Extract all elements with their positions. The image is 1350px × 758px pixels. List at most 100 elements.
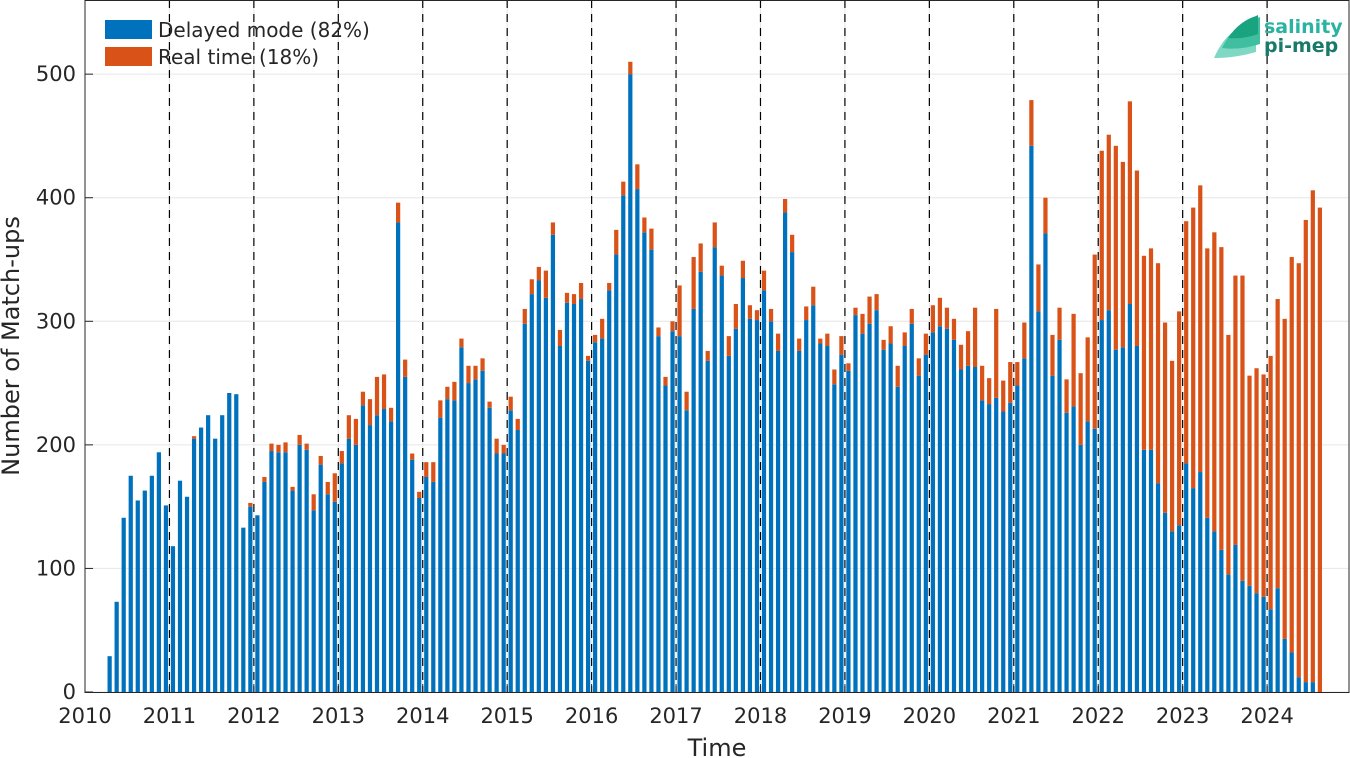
- bar-delayed-mode: [867, 323, 872, 692]
- bar-delayed-mode: [1282, 638, 1287, 692]
- bar-delayed-mode: [431, 481, 436, 692]
- bar-real-time: [452, 381, 457, 401]
- x-tick-label: 2011: [143, 704, 196, 728]
- bar-delayed-mode: [874, 310, 879, 692]
- bar-delayed-mode: [761, 290, 767, 692]
- bar-real-time: [1113, 145, 1118, 350]
- bar-delayed-mode: [719, 275, 724, 692]
- bar-real-time: [761, 270, 767, 291]
- bar-real-time: [980, 365, 985, 401]
- bar-real-time: [1169, 360, 1175, 532]
- bar-delayed-mode: [255, 515, 260, 692]
- bar-delayed-mode: [712, 247, 717, 692]
- bar-delayed-mode: [304, 449, 309, 692]
- bar-delayed-mode: [1141, 449, 1147, 692]
- bar-delayed-mode: [811, 305, 816, 692]
- bar-real-time: [832, 369, 837, 385]
- bar-real-time: [790, 234, 795, 253]
- bar-real-time: [578, 282, 584, 300]
- bar-delayed-mode: [515, 430, 520, 692]
- bar-real-time: [276, 444, 281, 453]
- bar-delayed-mode: [332, 501, 337, 692]
- bar-delayed-mode: [1219, 549, 1224, 692]
- bar-delayed-mode: [1233, 544, 1238, 692]
- x-tick-label: 2015: [480, 704, 533, 728]
- bar-real-time: [396, 202, 401, 223]
- bar-real-time: [1043, 197, 1048, 234]
- bar-delayed-mode: [663, 385, 668, 692]
- bar-delayed-mode: [248, 506, 253, 692]
- bar-real-time: [1120, 161, 1125, 348]
- x-tick-label: 2012: [227, 704, 280, 728]
- bar-real-time: [1219, 247, 1224, 550]
- year-separators: [168, 0, 1268, 692]
- bar-real-time: [987, 378, 992, 405]
- bar-real-time: [994, 308, 999, 398]
- bar-real-time: [614, 229, 619, 255]
- bar-delayed-mode: [508, 410, 513, 692]
- legend-label-delayed: Delayed mode (82%): [158, 18, 370, 42]
- bar-delayed-mode: [783, 212, 788, 693]
- bar-delayed-mode: [410, 459, 415, 692]
- bar-real-time: [804, 306, 809, 321]
- bar-delayed-mode: [656, 336, 661, 692]
- bar-real-time: [262, 476, 267, 482]
- bar-delayed-mode: [860, 333, 865, 692]
- bar-delayed-mode: [1071, 406, 1076, 692]
- bar-real-time: [445, 386, 450, 400]
- bar-delayed-mode: [191, 438, 197, 692]
- logo-line-1: salinity: [1264, 16, 1343, 38]
- bar-real-time: [1127, 101, 1133, 304]
- bar-real-time: [311, 494, 316, 511]
- bar-delayed-mode: [747, 318, 753, 692]
- bar-delayed-mode: [1184, 463, 1189, 692]
- bar-real-time: [318, 455, 323, 465]
- bar-delayed-mode: [1275, 588, 1280, 692]
- bar-real-time: [874, 294, 879, 311]
- bar-delayed-mode: [797, 350, 802, 692]
- bar-real-time: [424, 462, 429, 477]
- bar-delayed-mode: [740, 278, 746, 692]
- bar-delayed-mode: [1085, 421, 1090, 692]
- x-tick-label: 2020: [903, 704, 956, 728]
- bar-real-time: [642, 217, 647, 233]
- bar-delayed-mode: [459, 347, 464, 692]
- bar-real-time: [684, 391, 689, 411]
- legend: Delayed mode (82%) Real time (18%): [105, 18, 370, 69]
- bar-delayed-mode: [346, 438, 351, 692]
- y-axis-title: Number of Match-ups: [0, 216, 25, 476]
- bar-real-time: [698, 243, 703, 272]
- bar-real-time: [529, 279, 534, 295]
- bar-real-time: [593, 334, 598, 343]
- bar-real-time: [1071, 313, 1076, 407]
- bar-delayed-mode: [234, 394, 239, 692]
- bar-delayed-mode: [360, 405, 366, 692]
- bar-real-time: [663, 376, 668, 386]
- bar-real-time: [1268, 355, 1273, 610]
- x-axis-title: Time: [687, 734, 747, 758]
- bar-real-time: [543, 270, 548, 298]
- x-tick-label: 2018: [734, 704, 787, 728]
- x-tick-label: 2021: [987, 704, 1040, 728]
- bar-real-time: [846, 363, 851, 371]
- bar-real-time: [1015, 362, 1020, 386]
- bar-delayed-mode: [1226, 574, 1231, 692]
- bar-delayed-mode: [311, 510, 316, 692]
- legend-swatch-realtime: [105, 47, 152, 66]
- y-tick-label: 100: [36, 556, 76, 580]
- bar-real-time: [888, 326, 893, 344]
- bar-delayed-mode: [177, 480, 183, 692]
- bar-real-time: [972, 307, 978, 368]
- bar-real-time: [325, 481, 330, 495]
- bar-real-time: [487, 401, 492, 408]
- bar-delayed-mode: [424, 476, 429, 692]
- bar-real-time: [1233, 275, 1238, 545]
- bar-real-time: [1226, 334, 1231, 575]
- bar-real-time: [1177, 311, 1182, 526]
- bar-delayed-mode: [600, 338, 605, 692]
- bar-delayed-mode: [965, 365, 971, 692]
- bar-delayed-mode: [318, 464, 323, 692]
- bar-delayed-mode: [768, 321, 774, 692]
- bar-delayed-mode: [698, 271, 703, 692]
- bar-delayed-mode: [1191, 488, 1196, 692]
